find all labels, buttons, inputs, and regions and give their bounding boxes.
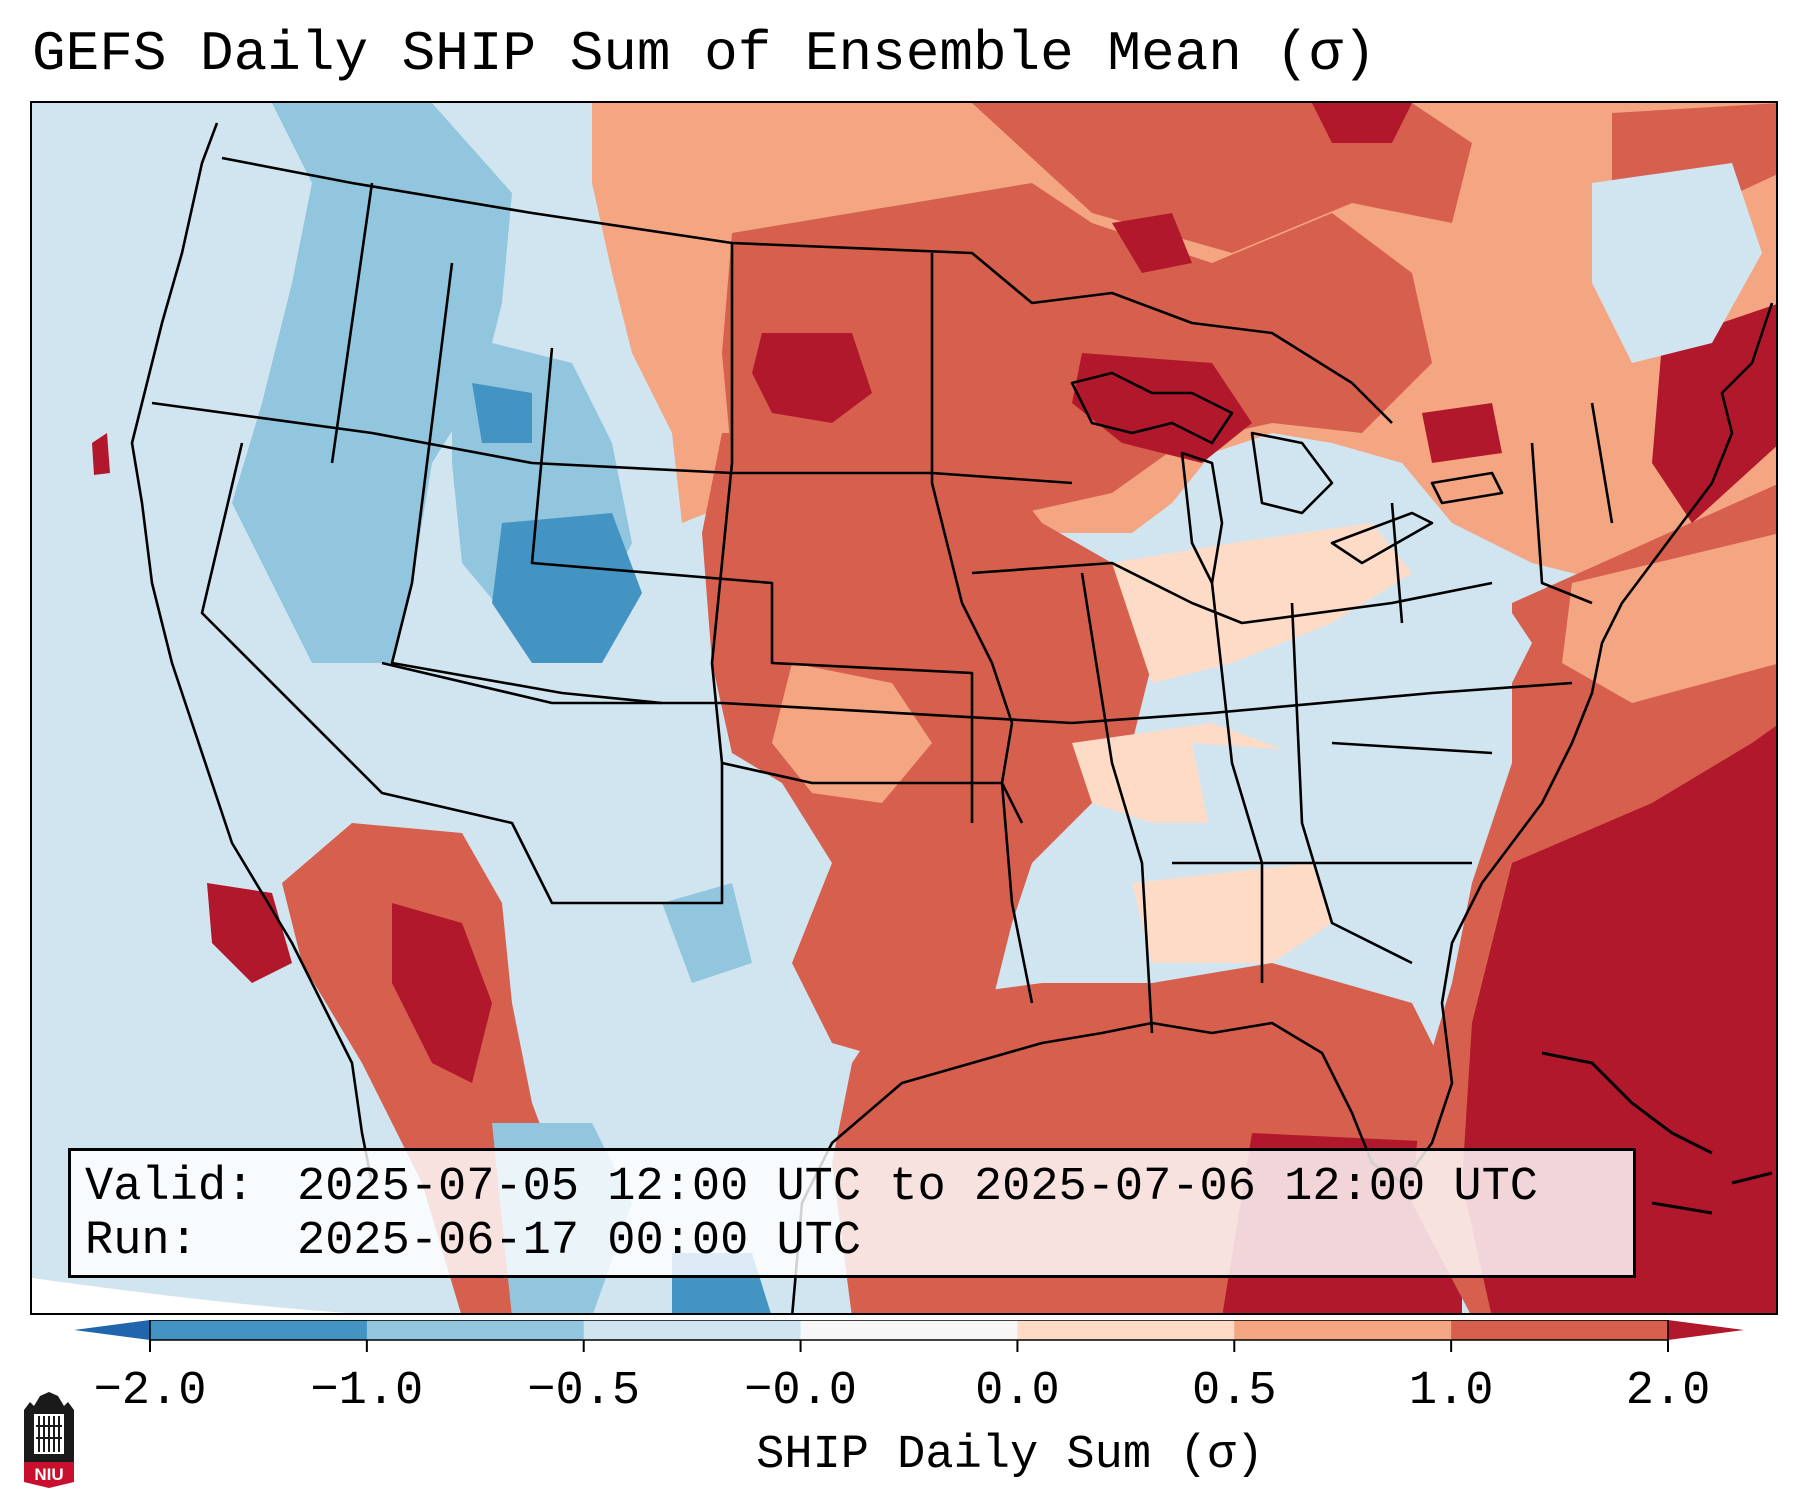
west-coastline — [130, 122, 374, 1184]
east-coastline — [1400, 302, 1774, 1184]
colorbar-tick-label: 0.5 — [1191, 1365, 1277, 1418]
colorbar-tick-label: 2.0 — [1625, 1365, 1711, 1418]
colorbar-bin — [800, 1320, 1018, 1340]
run-value: 2025-06-17 00:00 UTC — [297, 1215, 862, 1268]
lake-huron — [1250, 431, 1334, 515]
colorbar-outline — [149, 1320, 1669, 1341]
colorbar-tick-label: −2.0 — [93, 1365, 207, 1418]
info-box: Valid: 2025-07-05 12:00 UTC to 2025-07-06… — [68, 1148, 1636, 1278]
canada-border — [221, 156, 1393, 424]
valid-label: Valid: — [85, 1161, 255, 1214]
caribbean-islands — [1541, 1051, 1773, 1215]
boundaries — [130, 122, 1774, 1313]
colorbar-extend-low — [74, 1320, 150, 1340]
chart-title: GEFS Daily SHIP Sum of Ensemble Mean (σ) — [32, 22, 1377, 86]
run-line: Run: 2025-06-17 00:00 UTC — [85, 1215, 1619, 1269]
lake-ontario — [1430, 471, 1504, 505]
colorbar-bin — [1234, 1320, 1452, 1340]
colorbar-tick-label: −0.5 — [527, 1365, 641, 1418]
lake-michigan — [1180, 451, 1224, 585]
colorbar-ticks — [149, 1340, 1669, 1352]
projection-edge-left — [32, 1278, 349, 1313]
niu-logo: NIU — [24, 1392, 74, 1488]
colorbar-label: SHIP Daily Sum (σ) — [756, 1429, 1264, 1482]
gulf-coastline — [791, 1021, 1403, 1313]
colorbar-bin — [583, 1320, 802, 1340]
colorbar-bin — [366, 1320, 585, 1340]
colorbar-tick-label: −1.0 — [310, 1365, 424, 1418]
run-label: Run: — [85, 1215, 198, 1268]
colorbar — [74, 1320, 1744, 1352]
lake-erie — [1330, 511, 1434, 565]
lake-superior — [1070, 371, 1234, 445]
valid-line: Valid: 2025-07-05 12:00 UTC to 2025-07-06… — [85, 1161, 1619, 1215]
valid-value: 2025-07-05 12:00 UTC to 2025-07-06 12:00… — [297, 1161, 1539, 1214]
colorbar-bins — [150, 1320, 1669, 1340]
colorbar-bin — [150, 1320, 368, 1340]
colorbar-tick-label: −0.0 — [744, 1365, 857, 1418]
colorbar-tick-label: 0.0 — [975, 1365, 1060, 1418]
colorbar-bin — [1017, 1320, 1235, 1340]
colorbar-bin — [1451, 1320, 1669, 1340]
logo-text: NIU — [34, 1465, 63, 1484]
map-panel: Valid: 2025-07-05 12:00 UTC to 2025-07-06… — [30, 101, 1778, 1315]
colorbar-tick-label: 1.0 — [1408, 1365, 1494, 1418]
anomaly-map — [32, 103, 1776, 1313]
colorbar-extend-high — [1668, 1320, 1744, 1340]
